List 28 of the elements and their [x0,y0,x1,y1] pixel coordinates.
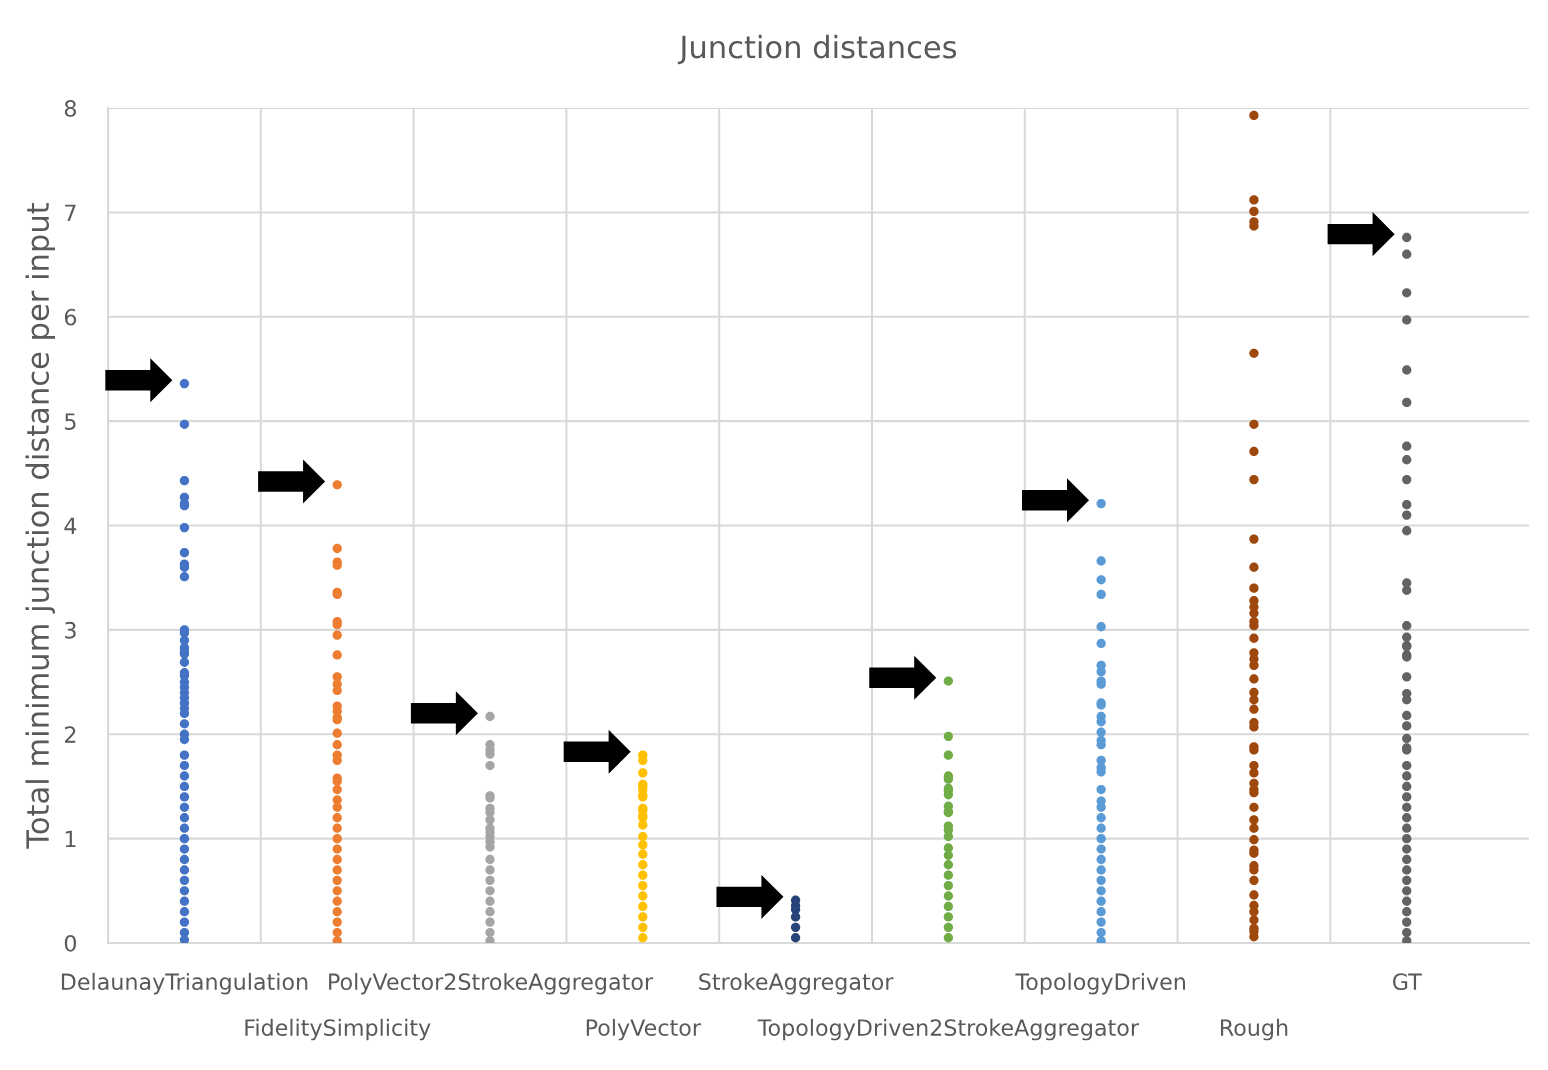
chart-title: Junction distances [677,34,957,65]
annotation: ➡ [1327,212,1395,257]
y-tick-label: 1 [65,830,76,848]
y-tick-label: 8 [64,100,76,117]
annotation: ➡ [410,691,478,736]
y-tick-label: 3 [65,621,76,639]
annotation: ➡ [1022,478,1090,523]
x-tick-label: Rough [1220,1018,1288,1041]
y-axis-title: Total minimum junction distance per input [25,203,56,849]
y-tick-label: 7 [65,204,76,221]
x-tick-label: PolyVector [586,1018,701,1041]
x-tick-label: FidelitySimplicity [245,1018,431,1041]
x-tick-label: PolyVector2StrokeAggregator [329,972,654,995]
annotation: ➡ [258,459,326,504]
x-tick-label: StrokeAggregator [699,972,894,995]
y-tick-label: 6 [64,308,77,326]
y-tick-label: 2 [64,726,76,743]
y-tick-label: 5 [65,413,76,430]
annotation: ➡ [105,358,173,403]
y-tick-label: 4 [64,517,77,534]
annotation: ➡ [563,729,631,774]
annotation: ➡ [869,655,937,700]
y-tick-label: 0 [64,934,77,952]
x-tick-label: TopologyDriven2StrokeAggregator [757,1018,1139,1041]
x-tick-label: TopologyDriven [1015,972,1185,995]
x-tick-label: DelaunayTriangulation [61,972,308,995]
annotation: ➡ [716,874,784,919]
x-tick-label: GT [1392,973,1422,991]
